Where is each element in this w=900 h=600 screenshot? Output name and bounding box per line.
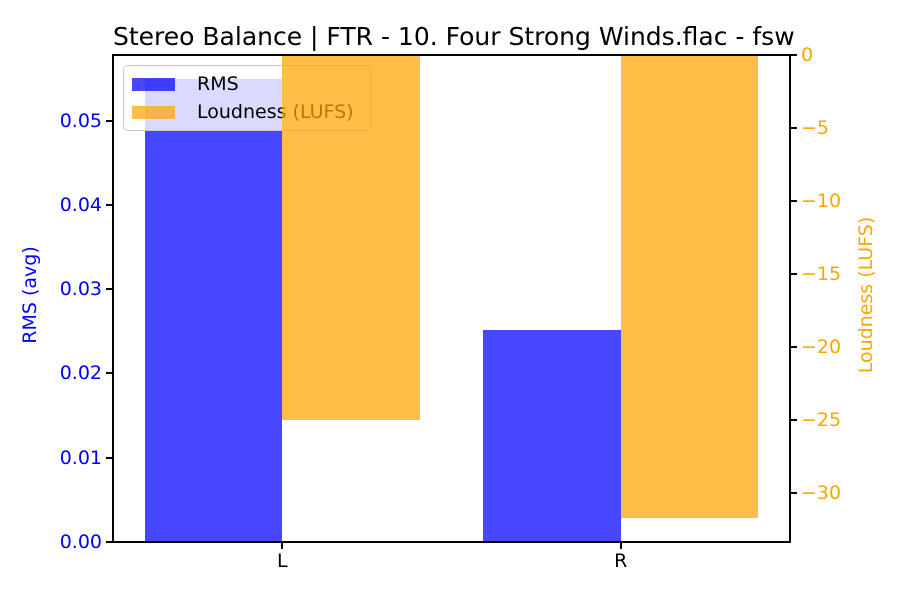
right-tick	[791, 127, 797, 129]
x-tick-L	[281, 543, 284, 549]
right-tick-label: 0	[801, 44, 814, 66]
chart-title: Stereo Balance | FTR - 10. Four Strong W…	[113, 22, 795, 51]
left-tick	[106, 456, 112, 459]
bar-loudness-L	[282, 56, 420, 421]
right-tick-label: −25	[801, 409, 842, 432]
right-tick	[791, 54, 797, 56]
left-tick	[106, 119, 112, 122]
right-tick	[791, 346, 797, 349]
left-tick	[106, 203, 112, 206]
x-tick-label-R: R	[614, 550, 628, 572]
left-tick	[106, 288, 112, 291]
right-tick-label: −30	[801, 482, 842, 505]
right-tick-label: −15	[801, 263, 842, 286]
legend-swatch-rms	[132, 77, 175, 91]
x-tick-R	[619, 543, 622, 549]
right-tick	[791, 419, 797, 422]
left-tick	[106, 372, 112, 375]
legend-swatch-loudness	[132, 105, 175, 119]
bar-rms-L	[144, 78, 283, 542]
legend-label-rms: RMS	[197, 73, 239, 95]
right-tick	[791, 492, 797, 495]
left-tick-label: 0.04	[59, 193, 102, 216]
right-tick-label: −10	[801, 190, 842, 213]
left-tick-label: 0.01	[59, 446, 102, 469]
left-tick-label: 0.02	[59, 362, 102, 385]
bar-rms-R	[483, 329, 621, 542]
right-tick-label: −5	[801, 117, 830, 139]
left-tick-label: 0.03	[59, 278, 102, 301]
x-tick-label-L: L	[276, 550, 288, 572]
right-axis-label: Loudness (LUFS)	[855, 216, 877, 374]
left-tick-label: 0.00	[59, 531, 102, 553]
legend-item-rms: RMS	[124, 70, 370, 98]
right-tick-label: −20	[801, 336, 842, 359]
left-tick	[106, 541, 112, 543]
bar-loudness-R	[620, 56, 759, 518]
right-tick	[791, 273, 797, 276]
left-tick-label: 0.05	[59, 109, 102, 132]
right-tick	[791, 200, 797, 203]
